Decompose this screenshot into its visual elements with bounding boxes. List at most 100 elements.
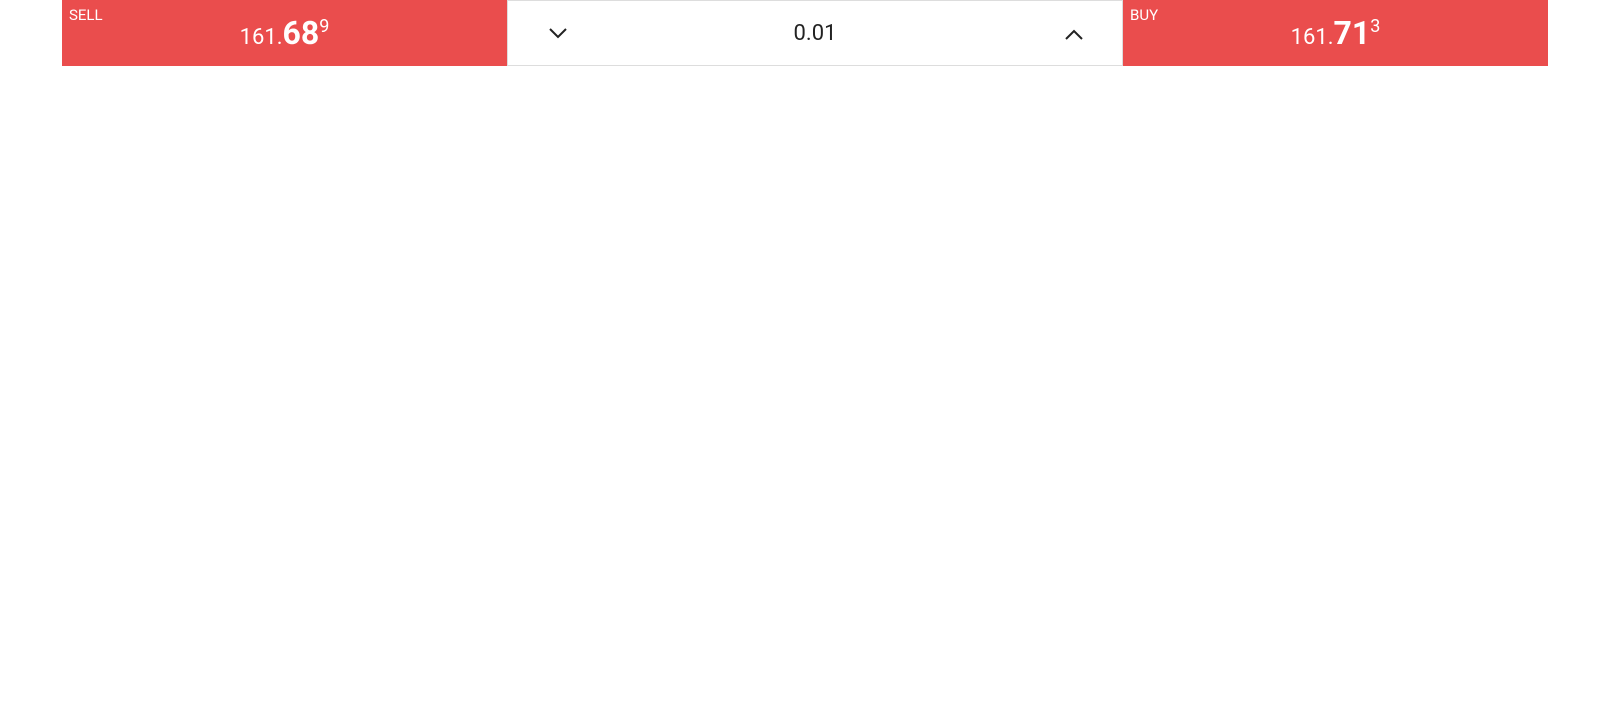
buy-label: BUY: [1130, 6, 1159, 24]
candle-body: [308, 451, 322, 506]
candle-body: [174, 414, 188, 425]
x-tick-label: 15 Jun 08:00: [466, 678, 576, 701]
buy-price: 161.713: [1123, 14, 1548, 52]
volume-value[interactable]: 0.01: [793, 21, 837, 46]
candle-body: [97, 432, 111, 445]
candle-body: [346, 462, 360, 478]
x-tick-label: 12 Jun 12:00: [326, 678, 436, 701]
candle-body: [557, 452, 571, 461]
x-tick-label: 19 Jun 08:00: [1027, 678, 1137, 701]
candle-body: [1344, 186, 1358, 199]
candle-body: [1133, 206, 1147, 222]
x-tick-label: 17 Jun 08:00: [747, 678, 857, 701]
candle-body: [960, 279, 974, 283]
candle-body: [787, 368, 801, 397]
candle-body: [596, 432, 610, 443]
candle-body: [404, 477, 418, 549]
y-tick-label: 160.412: [1463, 427, 1532, 450]
y-tick-label: 159.392: [1463, 616, 1532, 639]
menu-dots[interactable]: [1502, 644, 1530, 650]
plot: [62, 67, 1456, 650]
buy-button[interactable]: BUY 161.713: [1123, 0, 1548, 66]
candle-body: [1152, 208, 1166, 258]
countdown: 02:52:35: [1469, 215, 1538, 236]
candle-body: [826, 246, 840, 351]
candle-body: [155, 418, 169, 427]
candle-body: [979, 277, 993, 293]
y-tick-label: 161.432: [1463, 238, 1532, 261]
candle-body: [78, 432, 92, 453]
candle-body: [692, 477, 706, 481]
increase-button[interactable]: [1064, 27, 1084, 41]
candle-body: [1190, 228, 1204, 235]
candle-body: [883, 267, 897, 295]
y-tick-label: 159.902: [1463, 521, 1532, 544]
y-tick-label: 161.942: [1463, 143, 1532, 166]
candle-body: [711, 475, 725, 480]
price-pip: 3: [1370, 15, 1381, 37]
chart-title: USDJPY, H4: [69, 83, 164, 104]
candle-body: [193, 414, 207, 417]
candle-body: [807, 350, 821, 369]
price-badge: [1460, 186, 1549, 237]
candle-body: [1324, 180, 1338, 194]
candle-body: [1248, 216, 1262, 227]
candle-body: [136, 421, 150, 425]
price-small: 161.: [1290, 25, 1334, 50]
candle-body: [672, 456, 686, 481]
candle-body: [423, 475, 437, 506]
y-tick-label: 160.157: [1463, 474, 1532, 497]
candle-body: [615, 432, 629, 443]
price-small: 161.: [239, 25, 283, 50]
x-tick-label: 18 Jun 08:00: [887, 678, 997, 701]
candle-body: [577, 441, 591, 453]
sell-price: 161.689: [62, 14, 507, 52]
candle-body: [1018, 201, 1032, 232]
candle-body: [903, 267, 917, 283]
candle-body: [231, 424, 245, 493]
y-tick-label: 160.667: [1463, 380, 1532, 403]
y-tick-label: 159.647: [1463, 569, 1532, 592]
candle-body: [864, 269, 878, 296]
x-tick-label: 23 Jun 04:00: [1307, 678, 1417, 701]
candle-body: [1228, 226, 1243, 239]
x-tick-label: 11 Jun 12:00: [186, 678, 296, 701]
candle-body: [1305, 180, 1319, 192]
volume-control: 0.01: [507, 0, 1123, 66]
x-tick-label: 16 Jun 08:00: [607, 678, 717, 701]
price-big: 71: [1333, 14, 1371, 52]
candle-body: [385, 495, 399, 557]
candle-body: [1113, 221, 1127, 235]
sell-label: SELL: [69, 6, 103, 24]
decrease-button[interactable]: [548, 27, 568, 41]
candle-body: [768, 394, 782, 397]
candle-body: [749, 396, 763, 410]
candle-body: [270, 465, 284, 529]
candle-body: [1075, 163, 1089, 239]
candle-body: [653, 451, 667, 457]
candle-body: [366, 477, 380, 481]
candle-body: [442, 492, 456, 506]
candle-body: [941, 276, 955, 282]
candle-body: [730, 421, 744, 466]
candle-body: [1056, 163, 1070, 194]
candle-body: [1037, 193, 1051, 202]
candle-body: [461, 492, 476, 501]
sell-button[interactable]: SELL 161.689: [62, 0, 507, 66]
candle-body: [1171, 234, 1185, 260]
chart-subtitle: USD vs Japanese Yen: [69, 106, 242, 127]
x-tick-label: 22 Jun 04:00: [1167, 678, 1277, 701]
price-big: 68: [282, 14, 320, 52]
candle-body: [634, 441, 648, 452]
candle-body: [845, 246, 859, 270]
price-pip: 9: [319, 15, 330, 37]
candle-body: [538, 459, 552, 486]
y-tick-label: 162.197: [1463, 96, 1532, 119]
candle-body: [212, 416, 226, 427]
candle-body: [327, 462, 341, 504]
candle-body: [1094, 234, 1108, 239]
candle-body: [62, 444, 73, 453]
candle-body: [116, 421, 130, 445]
